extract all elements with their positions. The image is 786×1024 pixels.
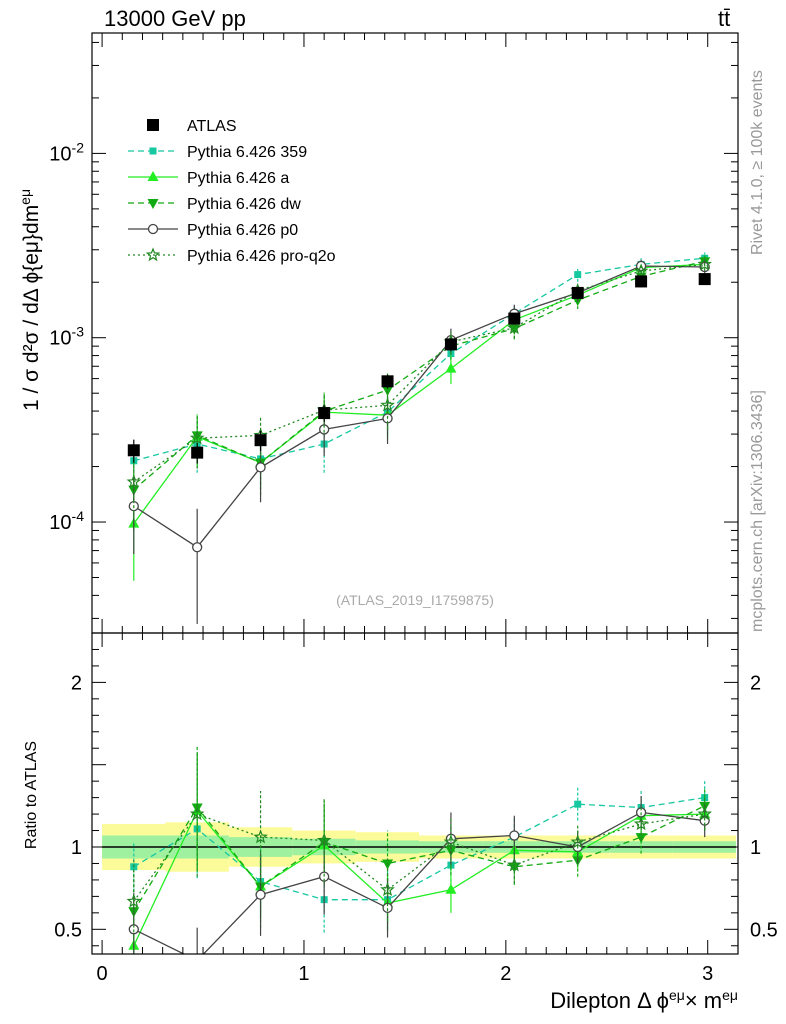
analysis-watermark: (ATLAS_2019_I1759875) — [336, 592, 494, 608]
main-line-p359 — [133, 257, 705, 462]
ratio-point-p0 — [255, 889, 266, 900]
legend-marker-p359 — [149, 147, 157, 155]
main-point-atlas — [698, 273, 711, 286]
ratio-y-tick-label: 2 — [71, 672, 82, 694]
main-point-atlas — [571, 286, 584, 299]
legend-entry-atlas: ATLAS — [147, 118, 237, 135]
ratio-point-p0 — [193, 956, 202, 965]
ratio-y-axis-label: Ratio to ATLAS — [23, 741, 40, 849]
main-point-atlas — [191, 446, 204, 459]
x-tick-label: 2 — [500, 963, 511, 985]
x-tick-label: 1 — [298, 963, 309, 985]
legend-label-p0: Pythia 6.426 p0 — [187, 222, 298, 239]
ratio-point-proq2o — [253, 829, 268, 844]
main-line-dw — [133, 260, 705, 491]
legend-label-proq2o: Pythia 6.426 pro-q2o — [187, 248, 336, 265]
ratio-point-proq2o — [697, 806, 712, 821]
legend-entry-p359: Pythia 6.426 359 — [128, 144, 307, 161]
main-point-proq2o — [507, 320, 522, 335]
x-tick-label: 3 — [702, 963, 713, 985]
main-series-atlas — [127, 273, 711, 464]
main-point-atlas — [508, 312, 521, 325]
main-series-proq2o — [126, 256, 712, 519]
main-point-proq2o — [189, 430, 205, 445]
rivet-label: Rivet 4.1.0, ≥ 100k events — [749, 70, 766, 255]
main-plot-area — [126, 252, 712, 624]
legend-label-p359: Pythia 6.426 359 — [187, 144, 307, 161]
ratio-line-p359 — [133, 796, 705, 901]
axes-frame: 10-4 10-3 10-2 0 1 2 3 0.5 0.5 1 1 2 2 — [49, 32, 778, 985]
main-point-atlas — [127, 444, 140, 457]
ratio-frame — [91, 632, 739, 955]
main-y-tick-label: 10-4 — [49, 508, 84, 534]
legend-label-a: Pythia 6.426 a — [187, 170, 289, 187]
ratio-point-p359 — [574, 800, 582, 808]
main-line-proq2o — [133, 263, 705, 483]
main-point-p359 — [574, 271, 582, 279]
legend-marker-dw — [147, 199, 159, 209]
header-energy: 13000 GeV pp — [104, 6, 246, 31]
ratio-point-proq2o — [380, 882, 395, 897]
ratio-point-proq2o — [316, 832, 332, 847]
main-series-dw — [128, 255, 711, 531]
ratio-plot-area — [126, 744, 712, 965]
main-y-tick-label: 10-3 — [49, 324, 84, 350]
main-series-a — [128, 258, 711, 581]
main-point-proq2o — [633, 263, 649, 278]
main-point-a — [445, 362, 457, 373]
main-point-atlas — [635, 275, 648, 288]
main-point-proq2o — [126, 474, 142, 489]
legend-marker-p0 — [147, 223, 159, 235]
header-process: tt̄ — [718, 6, 730, 31]
main-point-proq2o — [697, 256, 712, 271]
ratio-point-proq2o — [126, 893, 142, 908]
ratio-line-p0 — [133, 811, 705, 954]
ratio-point-p0 — [509, 830, 520, 841]
ratio-point-proq2o — [507, 857, 522, 872]
ratio-y-tick-label-right: 1 — [750, 837, 761, 859]
legend-marker-a — [147, 171, 159, 181]
main-point-atlas — [254, 434, 267, 447]
ratio-line-proq2o — [133, 813, 705, 902]
ratio-line-a — [133, 809, 705, 947]
ratio-y-tick-label: 1 — [71, 837, 82, 859]
ratio-point-proq2o — [570, 834, 585, 849]
main-y-tick-label: 10-2 — [49, 139, 84, 165]
main-point-p0 — [255, 462, 266, 473]
legend: ATLAS Pythia 6.426 359 Pythia 6.426 a Pythi… — [128, 118, 336, 265]
main-point-proq2o — [380, 397, 395, 412]
ratio-line-dw — [133, 805, 705, 912]
legend-entry-a: Pythia 6.426 a — [128, 170, 289, 187]
x-axis-label: Dilepton Δ ϕeμ× meμ — [550, 987, 738, 1013]
main-point-atlas — [318, 407, 331, 420]
legend-entry-dw: Pythia 6.426 dw — [128, 196, 301, 213]
main-point-atlas — [444, 338, 457, 351]
ratio-series-proq2o — [126, 751, 712, 943]
ratio-point-a — [445, 883, 457, 894]
ratio-y-tick-label-right: 0.5 — [750, 919, 778, 941]
main-point-dw — [508, 324, 520, 335]
ratio-point-proq2o — [443, 834, 459, 849]
main-y-axis-label: 1 / σ d²σ / dΔ ϕ{eμ}dmeμ — [17, 189, 43, 411]
ratio-point-proq2o — [633, 816, 649, 831]
legend-entry-proq2o: Pythia 6.426 pro-q2o — [128, 247, 336, 265]
main-series-p0 — [128, 259, 710, 624]
main-line-a — [133, 263, 705, 524]
legend-label-atlas: ATLAS — [187, 118, 237, 135]
legend-marker-atlas — [147, 119, 159, 131]
x-tick-label: 0 — [97, 963, 108, 985]
legend-entry-p0: Pythia 6.426 p0 — [128, 222, 298, 239]
main-line-p0 — [133, 265, 705, 549]
mcplots-label: mcplots.cern.ch [arXiv:1306.3436] — [749, 390, 766, 632]
main-point-p0 — [192, 542, 203, 553]
legend-marker-proq2o — [145, 247, 161, 262]
main-series-p359 — [130, 252, 709, 485]
main-point-atlas — [381, 375, 394, 388]
ratio-point-proq2o — [189, 806, 205, 821]
ratio-y-tick-label-right: 2 — [750, 672, 761, 694]
legend-label-dw: Pythia 6.426 dw — [187, 196, 301, 213]
ratio-y-tick-label: 0.5 — [54, 919, 82, 941]
